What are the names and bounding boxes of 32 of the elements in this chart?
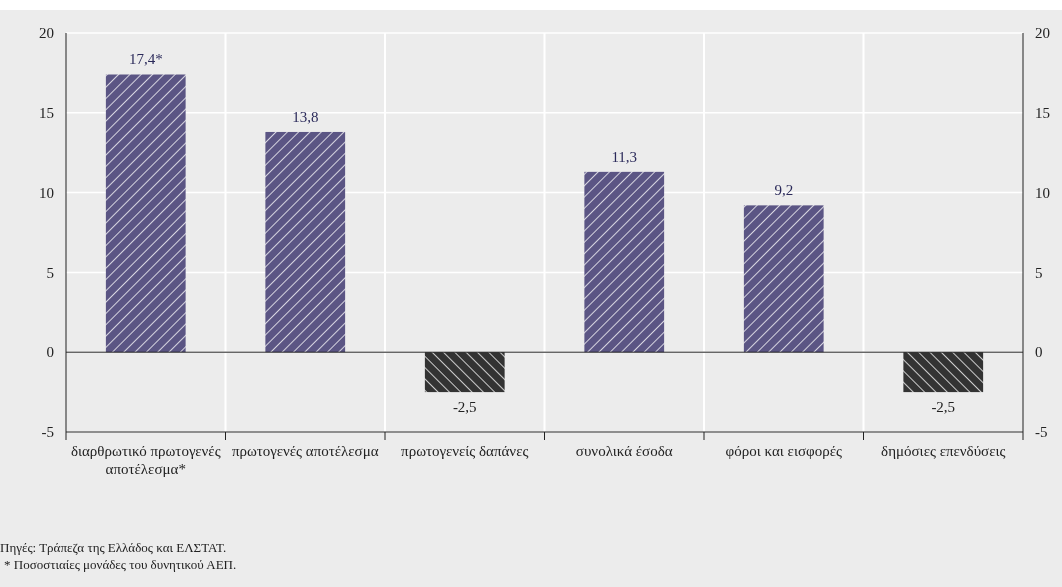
data-label: 11,3 <box>611 148 638 165</box>
y-tick-label: 15 <box>39 105 54 122</box>
bar <box>584 171 665 353</box>
data-label: 9,2 <box>774 182 794 199</box>
y2-tick-label: 0 <box>1035 344 1043 361</box>
bar <box>265 131 346 353</box>
data-label: -2,5 <box>452 399 477 416</box>
y2-tick-label: 15 <box>1035 105 1050 122</box>
bar <box>105 74 186 353</box>
y2-tick-label: -5 <box>1035 424 1048 441</box>
text: Πηγές: Τράπεζα της Ελλάδος και ΕΛΣΤΑΤ. <box>0 540 227 555</box>
y2-tick-label: 20 <box>1035 25 1050 42</box>
x-tick-label: πρωτογενείς δαπάνες <box>401 443 529 459</box>
y-tick-label: 0 <box>46 344 54 361</box>
data-label: -2,5 <box>931 399 956 416</box>
data-label: 17,4* <box>128 51 163 68</box>
y-tick-label: -5 <box>41 424 54 441</box>
x-tick-label: πρωτογενές αποτέλεσμα <box>231 443 379 459</box>
bar <box>743 205 824 353</box>
data-label: 13,8 <box>292 108 319 125</box>
x-tick-label: δημόσιες επενδύσεις <box>881 443 1006 459</box>
y-tick-label: 20 <box>39 25 54 42</box>
y-tick-label: 10 <box>39 184 54 201</box>
y-tick-label: 5 <box>46 264 54 281</box>
bar <box>903 352 984 393</box>
x-tick-label: συνολικά έσοδα <box>575 443 673 459</box>
x-tick-label: φόροι και εισφορές <box>725 443 842 459</box>
bar <box>424 352 505 393</box>
x-tick-label: διαρθρωτικό πρωτογενές αποτέλεσμα* <box>70 443 221 477</box>
y2-tick-label: 5 <box>1035 264 1043 281</box>
text: * Ποσοστιαίες μονάδες του δυνητικού ΑΕΠ. <box>4 557 237 572</box>
y2-tick-label: 10 <box>1035 184 1050 201</box>
